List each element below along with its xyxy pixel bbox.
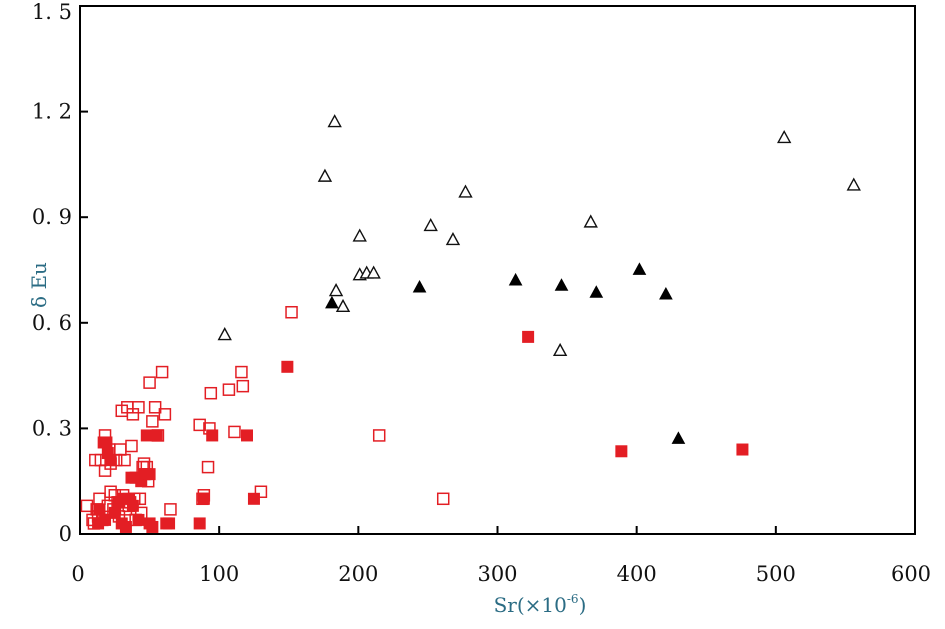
triangle-open-point (846, 177, 861, 191)
square-open-point (222, 383, 236, 396)
square-filled-point (93, 503, 106, 516)
square-filled-point (615, 445, 628, 458)
triangle-open-point (217, 327, 232, 341)
square-open-point (118, 453, 131, 467)
square-filled-point (99, 513, 112, 526)
square-filled-point (126, 499, 139, 512)
x-tick-label: 500 (756, 562, 796, 586)
triangle-open-point (777, 129, 792, 144)
square-open-point (201, 460, 215, 474)
square-open-point (143, 376, 156, 389)
square-filled-point (143, 468, 156, 481)
triangle-filled-point (589, 285, 604, 298)
square-filled-point (132, 513, 145, 526)
square-open-point (155, 365, 169, 379)
triangle-open-point (366, 265, 381, 279)
square-open-point (158, 408, 172, 421)
square-filled-point (197, 492, 210, 505)
square-open-point (254, 485, 268, 499)
y-tick-label: 0. 6 (32, 311, 72, 335)
triangle-open-point (583, 214, 598, 228)
square-open-point (164, 503, 177, 516)
square-open-point (125, 439, 138, 453)
triangle-filled-point (325, 295, 339, 309)
square-open-point (114, 443, 127, 456)
x-tick-label: 0 (71, 562, 84, 586)
y-tick-label: 0. 9 (32, 205, 72, 229)
square-filled-point (163, 517, 176, 530)
square-filled-point (108, 506, 121, 519)
square-open-point (285, 305, 298, 319)
triangle-open-point (327, 114, 342, 128)
x-tick-label: 100 (199, 562, 239, 586)
triangle-filled-point (412, 279, 427, 293)
square-filled-point (281, 360, 294, 373)
square-filled-point (104, 454, 117, 467)
triangle-open-point (352, 228, 367, 242)
triangle-open-point (458, 184, 473, 198)
square-open-point (104, 485, 117, 499)
triangle-open-point (328, 283, 344, 297)
triangle-filled-point (508, 272, 523, 286)
y-tick-label: 0. 3 (32, 416, 72, 440)
y-axis-title: δ Eu (27, 262, 51, 308)
square-open-point (228, 425, 241, 439)
square-filled-point (150, 429, 163, 442)
x-axis-ticks: 0 100 200 300 400 500 600 (71, 526, 931, 586)
triangle-open-point (317, 168, 333, 182)
y-tick-label: 1. 5 (32, 0, 72, 24)
square-open-point (193, 418, 206, 432)
square-filled-point (247, 492, 260, 505)
triangle-filled-point (671, 431, 686, 444)
triangle-open-point (335, 298, 351, 313)
triangle-filled-point (659, 286, 673, 300)
square-open-point (372, 429, 386, 442)
square-open-point (436, 492, 450, 506)
square-open-point (204, 386, 218, 400)
square-filled-point (193, 517, 206, 530)
x-tick-label: 400 (617, 562, 657, 586)
triangle-filled-point (632, 262, 647, 275)
square-filled-point (119, 520, 132, 533)
data-points (80, 114, 861, 533)
y-tick-label: 1. 2 (32, 100, 72, 124)
triangle-filled-point (554, 278, 569, 291)
x-tick-label: 200 (338, 562, 378, 586)
square-open-point (80, 499, 94, 513)
square-open-point (148, 401, 162, 414)
x-tick-label: 600 (891, 562, 931, 586)
triangle-open-point (445, 232, 461, 246)
square-open-point (132, 401, 145, 414)
square-open-point (235, 365, 248, 379)
square-open-point (236, 379, 250, 393)
triangle-open-point (423, 217, 438, 232)
x-tick-label: 300 (477, 562, 517, 586)
square-filled-point (736, 443, 749, 456)
square-filled-point (100, 436, 113, 449)
square-filled-point (146, 520, 159, 533)
x-axis-title: Sr(×10-6) (494, 592, 587, 617)
triangle-open-point (552, 342, 568, 357)
square-filled-point (522, 330, 535, 343)
square-filled-point (206, 429, 219, 442)
square-filled-point (241, 429, 253, 442)
y-tick-label: 0 (59, 522, 72, 546)
y-axis-ticks: 0 0. 3 0. 6 0. 9 1. 2 1. 5 (32, 0, 88, 546)
square-open-point (146, 415, 159, 428)
